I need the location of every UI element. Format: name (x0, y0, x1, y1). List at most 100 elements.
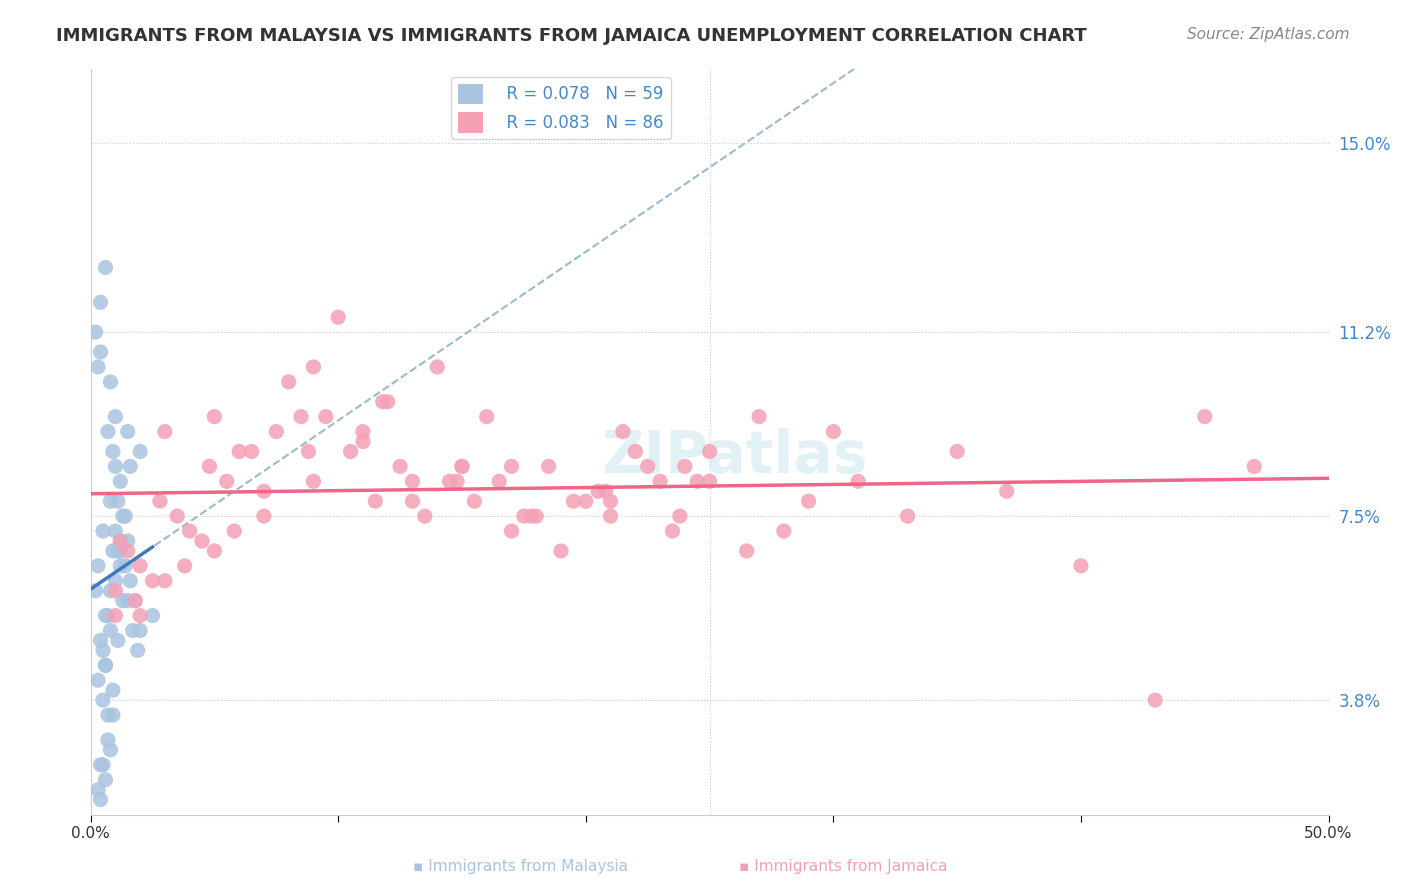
Point (439, 475, 461, 489)
Point (401, 494, 423, 508)
Point (117, 533, 139, 548)
Point (100, 375, 122, 389)
Point (328, 310, 350, 325)
Text: ▪ Immigrants from Jamaica: ▪ Immigrants from Jamaica (740, 859, 948, 874)
Point (87, 359, 110, 374)
Text: ▪ Immigrants from Malaysia: ▪ Immigrants from Malaysia (413, 859, 627, 874)
Point (111, 593, 134, 607)
Point (94, 772, 117, 787)
Point (302, 359, 325, 374)
Point (661, 524, 683, 538)
Point (253, 484, 276, 499)
Point (315, 409, 337, 424)
Point (129, 558, 152, 573)
Point (451, 459, 474, 474)
Point (797, 494, 820, 508)
Point (110, 475, 132, 489)
Point (110, 544, 132, 558)
Point (699, 444, 721, 458)
Point (648, 475, 671, 489)
Point (91, 524, 114, 538)
Point (1194, 409, 1216, 424)
Point (575, 494, 598, 508)
Point (377, 394, 399, 409)
Point (586, 484, 609, 499)
Point (91, 757, 114, 772)
Point (153, 574, 176, 588)
Point (104, 583, 127, 598)
Legend:   R = 0.078   N = 59,   R = 0.083   N = 86: R = 0.078 N = 59, R = 0.083 N = 86 (451, 77, 671, 139)
Point (339, 444, 361, 458)
Point (153, 425, 176, 439)
Point (202, 544, 225, 558)
Point (97, 708, 120, 723)
Point (124, 593, 146, 607)
Point (773, 524, 796, 538)
Point (100, 494, 122, 508)
Point (501, 524, 523, 538)
Point (120, 459, 142, 474)
Point (84, 325, 107, 339)
Point (166, 509, 188, 524)
Point (91, 643, 114, 657)
Point (89, 295, 111, 310)
Point (413, 509, 436, 524)
Point (520, 509, 543, 524)
Point (117, 593, 139, 607)
Point (537, 459, 560, 474)
Point (401, 475, 423, 489)
Point (104, 409, 127, 424)
Point (120, 574, 142, 588)
Point (114, 509, 136, 524)
Point (101, 708, 124, 723)
Point (513, 509, 536, 524)
Point (149, 494, 172, 508)
Point (89, 633, 111, 648)
Point (352, 434, 374, 449)
Point (107, 494, 129, 508)
Point (121, 624, 143, 638)
Point (104, 574, 127, 588)
Point (501, 459, 523, 474)
Point (599, 509, 621, 524)
Point (89, 345, 111, 359)
Point (100, 743, 122, 757)
Point (550, 544, 572, 558)
Point (100, 624, 122, 638)
Point (89, 757, 111, 772)
Text: IMMIGRANTS FROM MALAYSIA VS IMMIGRANTS FROM JAMAICA UNEMPLOYMENT CORRELATION CHA: IMMIGRANTS FROM MALAYSIA VS IMMIGRANTS F… (56, 27, 1087, 45)
Point (114, 558, 136, 573)
Point (637, 459, 659, 474)
Point (735, 544, 758, 558)
Point (129, 444, 152, 458)
Point (699, 475, 721, 489)
Point (87, 558, 110, 573)
Point (100, 583, 122, 598)
Point (87, 673, 110, 688)
Point (451, 459, 474, 474)
Point (599, 494, 621, 508)
Point (748, 409, 770, 424)
Point (224, 524, 246, 538)
Point (101, 444, 124, 458)
Point (104, 524, 127, 538)
Point (129, 624, 152, 638)
Point (524, 509, 547, 524)
Point (89, 792, 111, 806)
Point (669, 509, 692, 524)
Point (117, 544, 139, 558)
Point (202, 409, 225, 424)
Point (277, 375, 299, 389)
Point (297, 444, 319, 458)
Point (117, 425, 139, 439)
Point (302, 475, 325, 489)
Point (215, 475, 238, 489)
Point (104, 608, 127, 623)
Point (673, 459, 696, 474)
Point (364, 494, 387, 508)
Point (110, 558, 132, 573)
Point (129, 608, 152, 623)
Point (624, 444, 647, 458)
Point (446, 475, 468, 489)
Point (107, 633, 129, 648)
